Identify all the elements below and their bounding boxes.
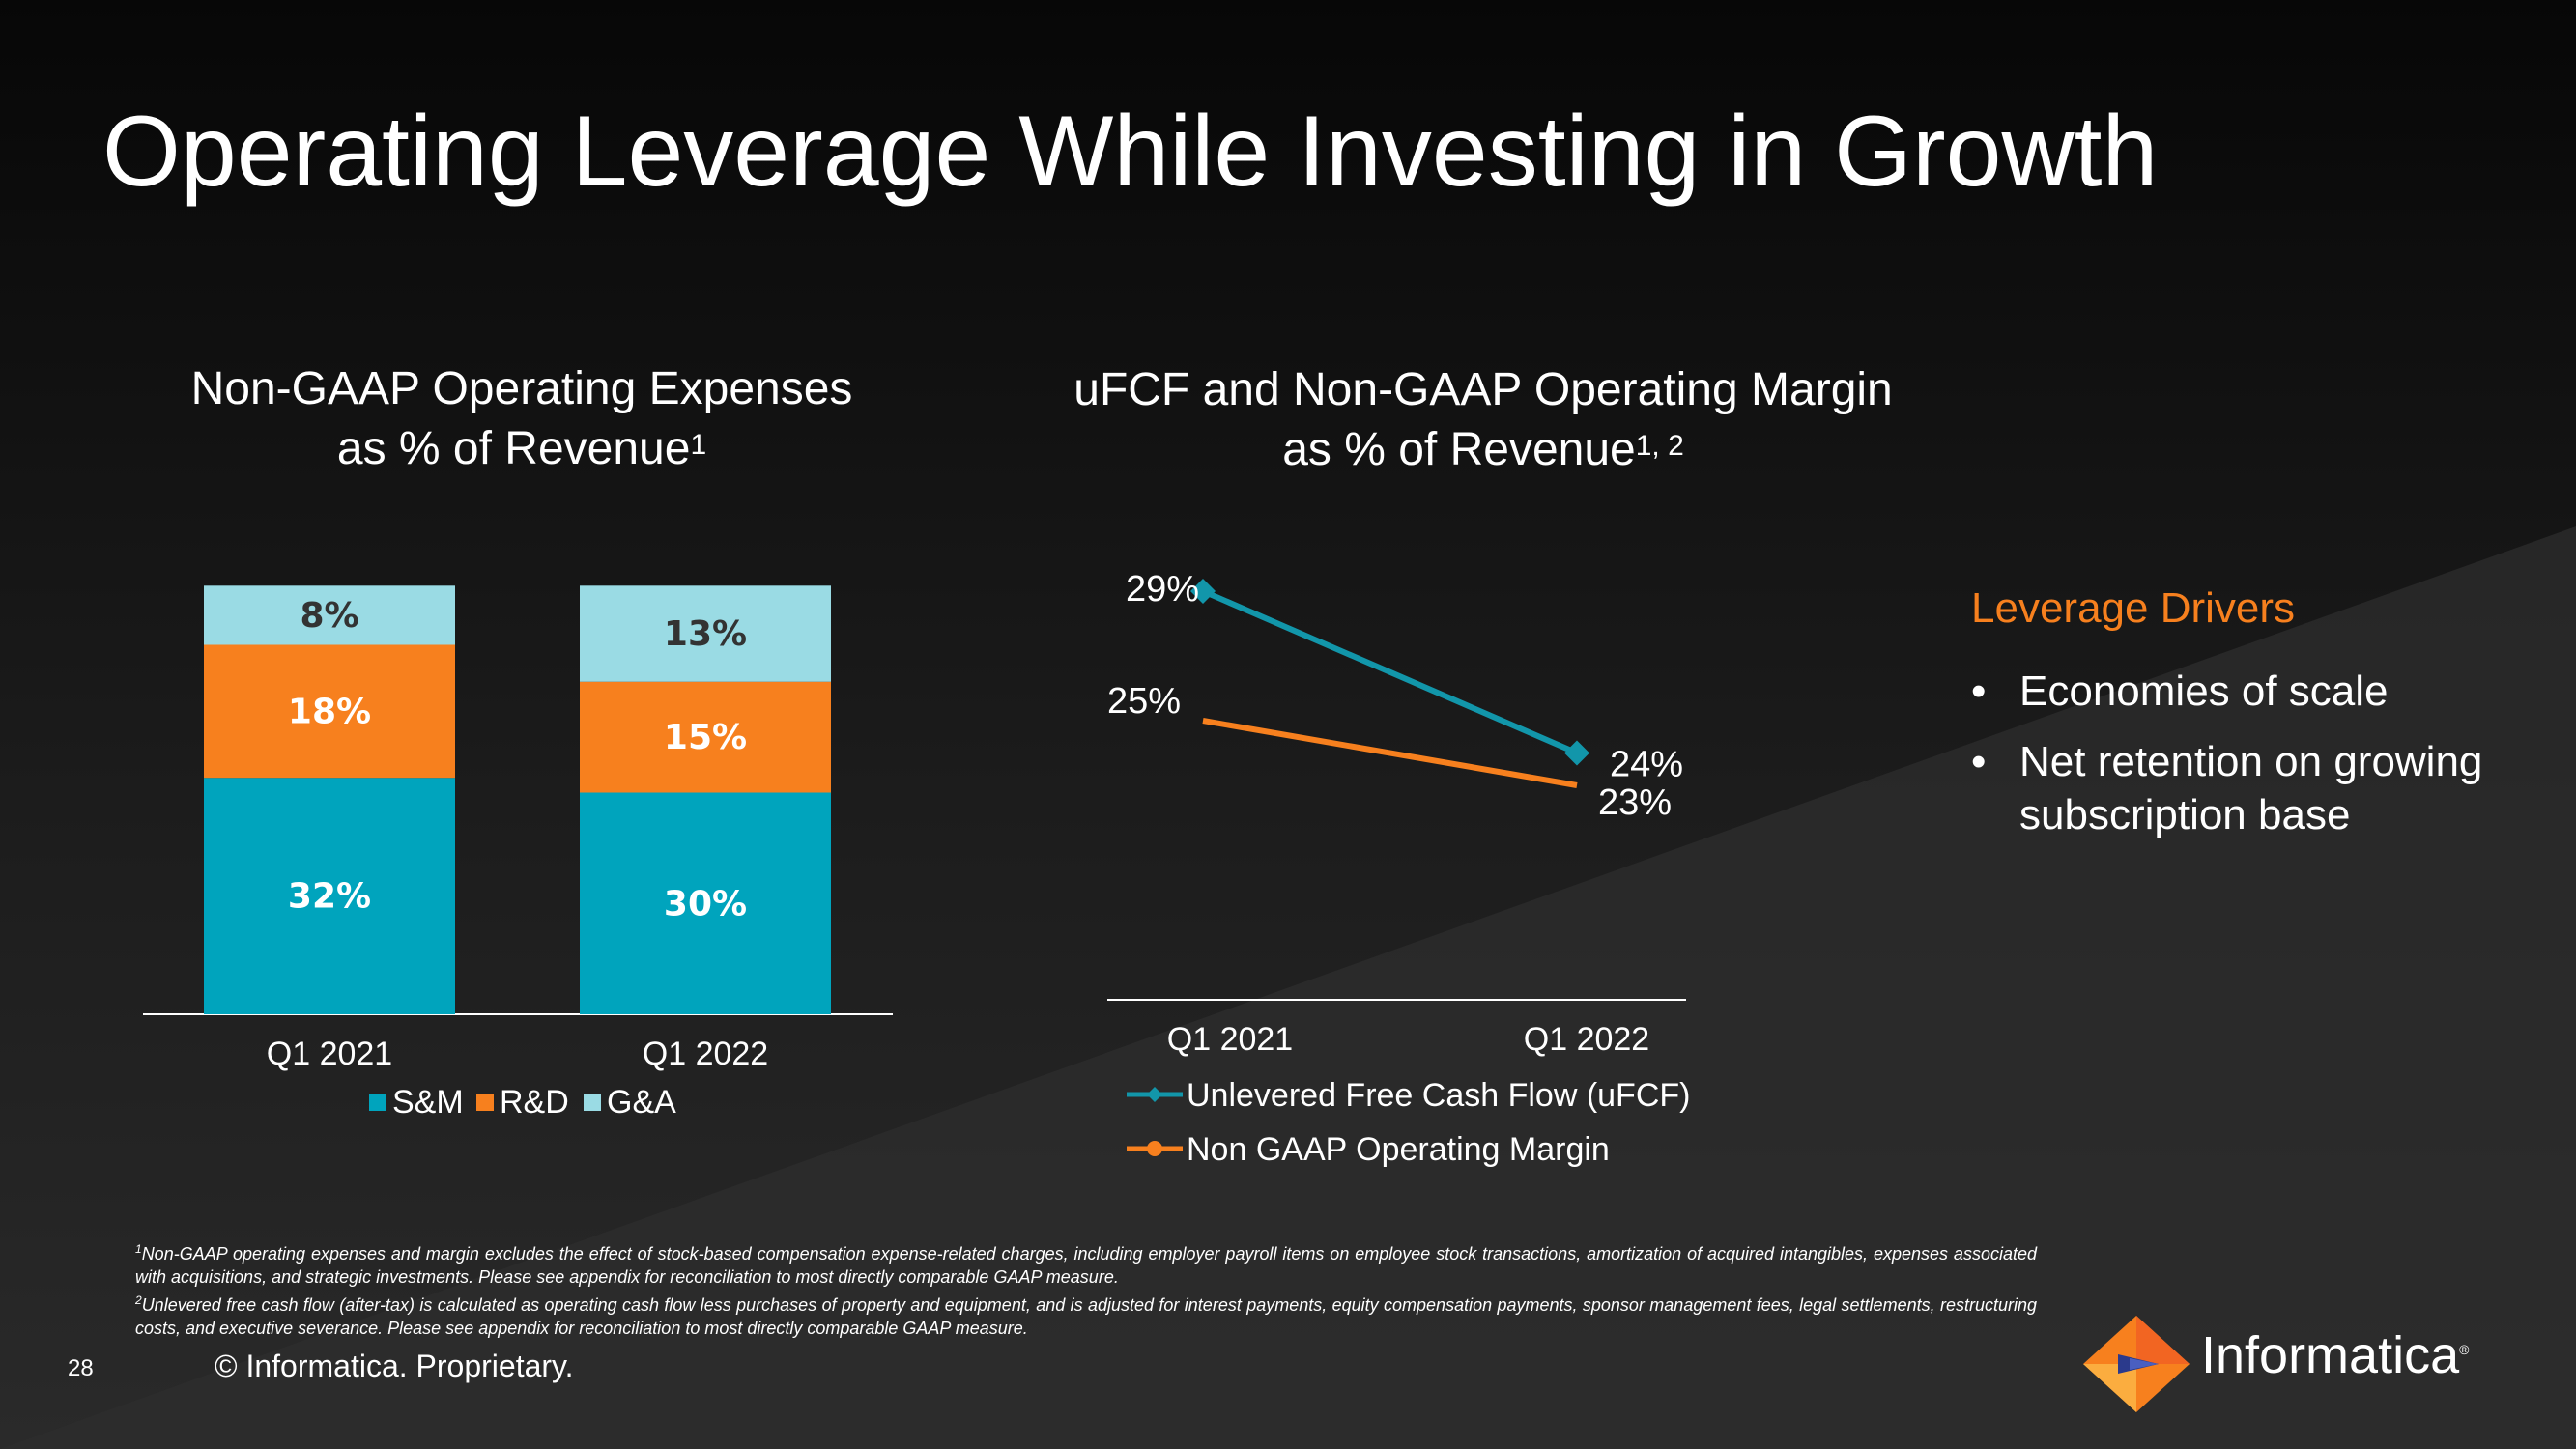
legend-label: Non GAAP Operating Margin xyxy=(1187,1131,1610,1168)
data-label: 24% xyxy=(1610,745,1683,785)
x-tick-label: Q1 2022 xyxy=(1524,1021,1649,1058)
legend-marker xyxy=(1147,1141,1162,1156)
left-chart-title-line2: as % of Revenue1 xyxy=(336,423,707,474)
footnote-1: 1Non-GAAP operating expenses and margin … xyxy=(135,1242,2037,1287)
right-chart-title-line2: as % of Revenue1, 2 xyxy=(1282,424,1684,475)
drivers-list: • Economies of scale • Net retention on gr… xyxy=(1971,665,2551,859)
data-label: 15% xyxy=(664,718,747,757)
footnotes: 1Non-GAAP operating expenses and margin … xyxy=(135,1237,2037,1340)
series-line xyxy=(1202,718,1578,788)
left-chart-title-line1: Non-GAAP Operating Expenses xyxy=(190,363,853,414)
x-tick-label: Q1 2021 xyxy=(1167,1021,1293,1058)
data-label: 18% xyxy=(288,692,371,731)
footnote-2: 2Unlevered free cash flow (after-tax) is… xyxy=(135,1293,2037,1338)
bullet-icon: • xyxy=(1971,738,1987,785)
legend-swatch xyxy=(369,1094,386,1111)
bar-segment-ga xyxy=(204,585,455,645)
right-chart-title-line1: uFCF and Non-GAAP Operating Margin xyxy=(1073,364,1893,415)
x-tick-label: Q1 2022 xyxy=(643,1036,768,1072)
data-label: 30% xyxy=(664,884,747,923)
logo-wordmark: Informatica® xyxy=(2201,1326,2470,1384)
legend-label: R&D xyxy=(500,1084,569,1121)
series-line xyxy=(1201,588,1579,756)
bar-segment-rd xyxy=(580,681,831,793)
driver-item: • Economies of scale xyxy=(1971,665,2551,718)
data-label: 13% xyxy=(664,614,747,654)
data-point-marker xyxy=(1190,579,1216,604)
slide-title: Operating Leverage While Investing in Gr… xyxy=(102,96,2159,208)
data-point-marker xyxy=(1564,740,1589,766)
x-tick-label: Q1 2021 xyxy=(267,1036,392,1072)
bar-segment-sm xyxy=(580,792,831,1014)
data-label: 29% xyxy=(1126,569,1199,610)
informatica-logo-icon xyxy=(2083,1316,2190,1412)
right-chart-title: uFCF and Non-GAAP Operating Margin as % … xyxy=(1024,360,1942,480)
footnote-marker: 1, 2 xyxy=(1635,430,1684,462)
drivers-title: Leverage Drivers xyxy=(1971,584,2296,632)
bar-segment-rd xyxy=(204,644,455,779)
legend-label: Unlevered Free Cash Flow (uFCF) xyxy=(1187,1077,1690,1114)
data-label: 23% xyxy=(1598,782,1672,823)
copyright-notice: © Informatica. Proprietary. xyxy=(215,1349,574,1383)
page-number: 28 xyxy=(68,1355,94,1381)
legend-label: G&A xyxy=(607,1084,676,1121)
data-label: 32% xyxy=(288,877,371,917)
legend-swatch xyxy=(584,1094,601,1111)
data-label: 8% xyxy=(300,596,358,636)
bullet-icon: • xyxy=(1971,668,1987,715)
data-label: 25% xyxy=(1107,681,1181,722)
legend-label: S&M xyxy=(392,1084,464,1121)
driver-item: • Net retention on growing subscription b… xyxy=(1971,735,2551,841)
bar-segment-sm xyxy=(204,778,455,1014)
legend-swatch xyxy=(476,1094,494,1111)
bar-segment-ga xyxy=(580,585,831,682)
legend-marker xyxy=(1147,1087,1162,1102)
left-chart-title: Non-GAAP Operating Expenses as % of Reve… xyxy=(126,359,918,479)
footnote-marker: 1 xyxy=(690,429,707,461)
